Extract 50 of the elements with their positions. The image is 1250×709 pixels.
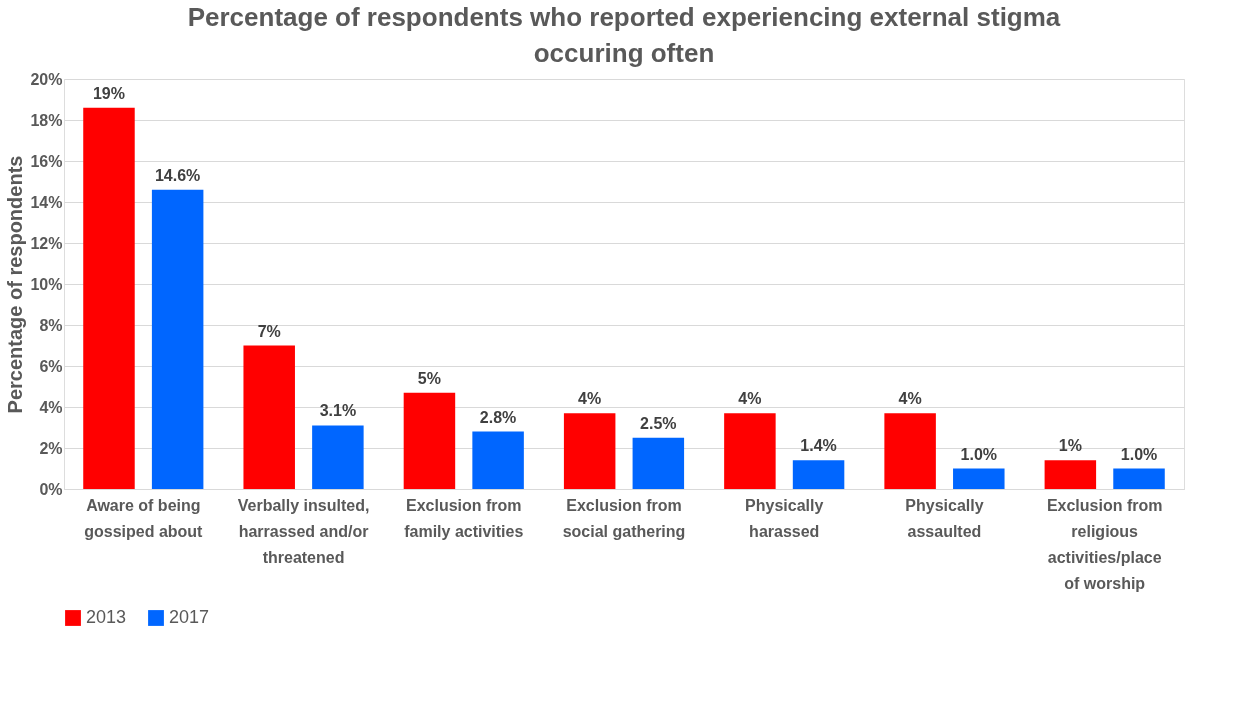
y-tick-label: 4% [39, 398, 63, 416]
x-tick-label: Exclusion from family activities [404, 496, 524, 540]
y-tick-label: 10% [30, 275, 63, 293]
data-label: 1.4% [800, 437, 837, 455]
legend-label: 2017 [169, 607, 210, 627]
x-tick-label: Aware of being gossiped about [84, 496, 204, 540]
x-tick-label: Physically assaulted [905, 496, 984, 540]
y-tick-label: 16% [30, 152, 63, 170]
data-label: 1.0% [1120, 445, 1158, 463]
y-tick-label: 0% [39, 480, 63, 498]
data-label: 2.8% [479, 408, 517, 426]
x-tick-label: Physically harassed [745, 496, 824, 540]
bar [884, 413, 936, 489]
bar [563, 413, 616, 489]
data-label: 4% [738, 390, 762, 408]
chart-title: Percentage of respondents who reported experiencing external stigma occuring often [187, 2, 1061, 68]
bar [1044, 460, 1097, 489]
data-label: 3.1% [319, 402, 357, 420]
data-label: 1% [1058, 437, 1082, 455]
bar [151, 189, 204, 489]
data-label: 4% [578, 390, 602, 408]
y-tick-label: 8% [39, 316, 63, 334]
legend-label: 2013 [86, 607, 127, 627]
data-label: 7% [257, 322, 281, 340]
y-tick-label: 20% [30, 70, 63, 88]
bar [472, 431, 524, 489]
bar [1113, 468, 1165, 489]
y-axis-title: Percentage of respondents [4, 155, 27, 414]
data-label: 4% [898, 390, 922, 408]
data-label: 14.6% [154, 166, 201, 184]
bar [953, 468, 1005, 489]
x-tick-label: Exclusion from social gathering [562, 496, 686, 540]
y-tick-label: 6% [39, 357, 63, 375]
x-tick-label: Verbally insulted, harrassed and/or threatened [237, 496, 370, 566]
x-tick-label: Exclusion from religious activities/place of worship [1046, 496, 1163, 592]
bar [243, 345, 295, 489]
data-label: 2.5% [640, 414, 677, 432]
bar [83, 107, 135, 489]
y-tick-label: 18% [30, 111, 63, 129]
data-label: 19% [92, 84, 125, 102]
y-tick-label: 2% [39, 439, 63, 457]
y-tick-label: 14% [30, 193, 63, 211]
data-label: 1.0% [960, 445, 998, 463]
y-tick-label: 12% [30, 234, 63, 252]
bar [632, 437, 685, 489]
bar [792, 460, 845, 489]
bar [403, 392, 456, 489]
bar [312, 425, 364, 489]
data-label: 5% [417, 369, 441, 387]
bar [724, 413, 776, 489]
